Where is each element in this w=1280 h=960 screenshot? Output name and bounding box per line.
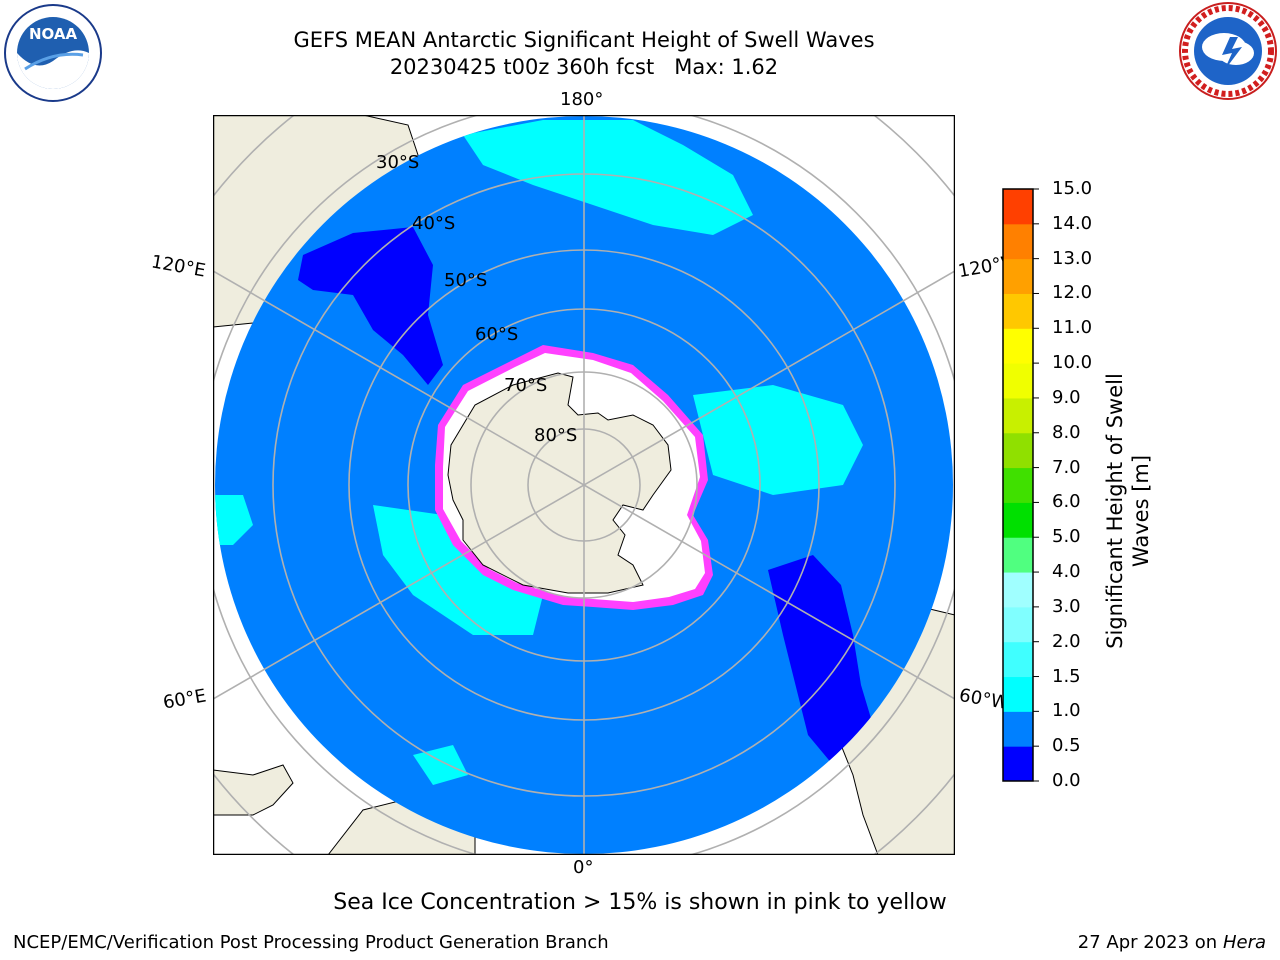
colorbar-tick-label: 13.0 [1052,247,1093,269]
graticule [213,115,955,855]
colorbar-tick-label: 4.0 [1052,561,1081,583]
colorbar-tick-label: 0.5 [1052,735,1081,757]
colorbar-bin [1003,258,1033,294]
chart-subtitle: 20230425 t00z 360h fcst Max: 1.62 [389,55,779,79]
colorbar-tick-label: 9.0 [1052,386,1081,408]
colorbar-bin [1003,432,1033,469]
colorbar-bin [1003,676,1033,712]
colorbar-tick-label: 6.0 [1052,491,1081,513]
colorbar-tick-label: 0.0 [1052,770,1081,791]
colorbar-bin [1003,711,1033,747]
polar-map [213,115,955,855]
colorbar-bin [1003,467,1033,503]
lat-label-80s: 80°S [534,425,578,446]
lat-label-40s: 40°S [412,213,456,234]
colorbar-bin [1003,572,1033,608]
lon-label-60e: 60°E [161,685,208,714]
colorbar-bin [1003,189,1033,225]
nws-logo [1179,2,1277,100]
lat-label-60s: 60°S [475,324,519,345]
map-caption: Sea Ice Concentration > 15% is shown in … [333,890,947,915]
chart-title: GEFS MEAN Antarctic Significant Height o… [293,28,875,52]
colorbar-bin [1003,397,1033,434]
footer-credit: NCEP/EMC/Verification Post Processing Pr… [13,932,609,953]
colorbar-tick-label: 7.0 [1052,456,1081,478]
swell-patch-east [693,385,863,495]
colorbar [1002,188,1039,782]
colorbar-tick-label: 2.0 [1052,630,1081,652]
low-swell-australia [298,227,443,385]
lon-label-120e: 120°E [149,251,208,282]
colorbar-tick-label: 12.0 [1052,282,1093,304]
colorbar-bin [1003,746,1033,782]
colorbar-bin [1003,641,1033,678]
colorbar-tick-label: 8.0 [1052,421,1081,443]
lon-label-0: 0° [573,857,594,878]
colorbar-bin [1003,223,1033,260]
map-frame [213,115,955,855]
colorbar-bin [1003,363,1033,399]
africa-land [213,764,294,816]
swell-patch-north [463,120,753,235]
lon-label-180: 180° [560,89,604,110]
colorbar-tick-label: 5.0 [1052,526,1081,548]
colorbar-tick-label: 10.0 [1052,352,1093,374]
colorbar-bin [1003,537,1033,573]
colorbar-bin [1003,502,1033,538]
footer-date-text: 27 Apr 2023 on [1077,932,1223,953]
noaa-logo: NOAA [4,4,102,102]
colorbar-bin [1003,606,1033,643]
colorbar-tick-label: 1.0 [1052,700,1081,722]
lat-label-70s: 70°S [504,375,548,396]
svg-text:NOAA: NOAA [29,25,78,43]
colorbar-bin [1003,328,1033,364]
colorbar-tick-label: 11.0 [1052,317,1093,339]
colorbar-title: Significant Height of Swell Waves [m] [1103,373,1153,649]
swell-patch-west [215,495,253,545]
footer-date: 27 Apr 2023 on Hera [1078,932,1266,953]
colorbar-tick-label: 3.0 [1052,595,1081,617]
lat-label-30s: 30°S [376,152,420,173]
antarctica-land [447,372,672,594]
low-swell-south-america [768,555,873,765]
colorbar-tick-label: 1.5 [1052,665,1081,687]
colorbar-frame [1002,188,1034,782]
colorbar-tick-label: 14.0 [1052,212,1093,234]
swell-patch-south [413,745,468,785]
lat-label-50s: 50°S [444,270,488,291]
colorbar-tick-label: 15.0 [1052,178,1093,199]
colorbar-bin [1003,293,1033,329]
footer-host: Hera [1222,932,1266,953]
